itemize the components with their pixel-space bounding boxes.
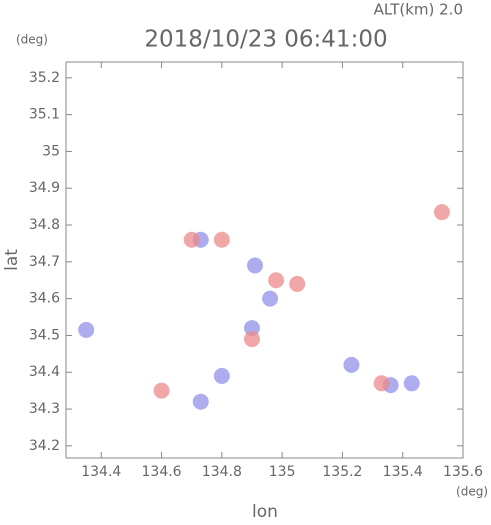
y-tick-label: 35.1 [29,107,60,123]
y-tick-label: 34.9 [29,180,60,196]
echo [78,321,95,338]
x-tick-label: 135.4 [383,464,423,480]
echo [243,331,260,348]
x-tick-label: 135.6 [443,464,483,480]
altitude-label: ALT(km) 2.0 [374,1,463,19]
y-tick-label: 35.2 [29,70,60,86]
echo [268,272,285,289]
y-tick-label: 34.5 [29,327,60,343]
echo [289,275,306,292]
y-tick-label: 35 [42,143,60,159]
echo [247,257,264,274]
plot-frame [65,61,464,459]
x-tick-label: 134.4 [81,464,121,480]
y-tick-label: 34.6 [29,291,60,307]
echo [213,231,230,248]
echo [262,290,279,307]
x-unit: (deg) [456,485,488,499]
x-tick-label: 135.2 [322,464,362,480]
echo [243,320,260,337]
echo [373,375,390,392]
y-axis-label: lat [2,249,22,271]
y-tick-label: 34.2 [29,438,60,454]
x-tick-label: 134.6 [142,464,182,480]
x-tick-label: 134.8 [202,464,242,480]
echo [343,356,360,373]
y-tick-label: 34.4 [29,364,60,380]
echo [213,367,230,384]
echo [183,231,200,248]
y-tick-label: 34.7 [29,254,60,270]
x-tick-label: 135 [269,464,296,480]
echo [192,393,209,410]
y-tick-label: 34.8 [29,217,60,233]
y-tick-label: 34.3 [29,401,60,417]
echo [433,204,450,221]
echo [153,382,170,399]
echo [403,375,420,392]
x-axis-label: lon [252,502,278,521]
y-unit: (deg) [16,33,48,47]
chart-title: 2018/10/23 06:41:00 [144,27,387,53]
